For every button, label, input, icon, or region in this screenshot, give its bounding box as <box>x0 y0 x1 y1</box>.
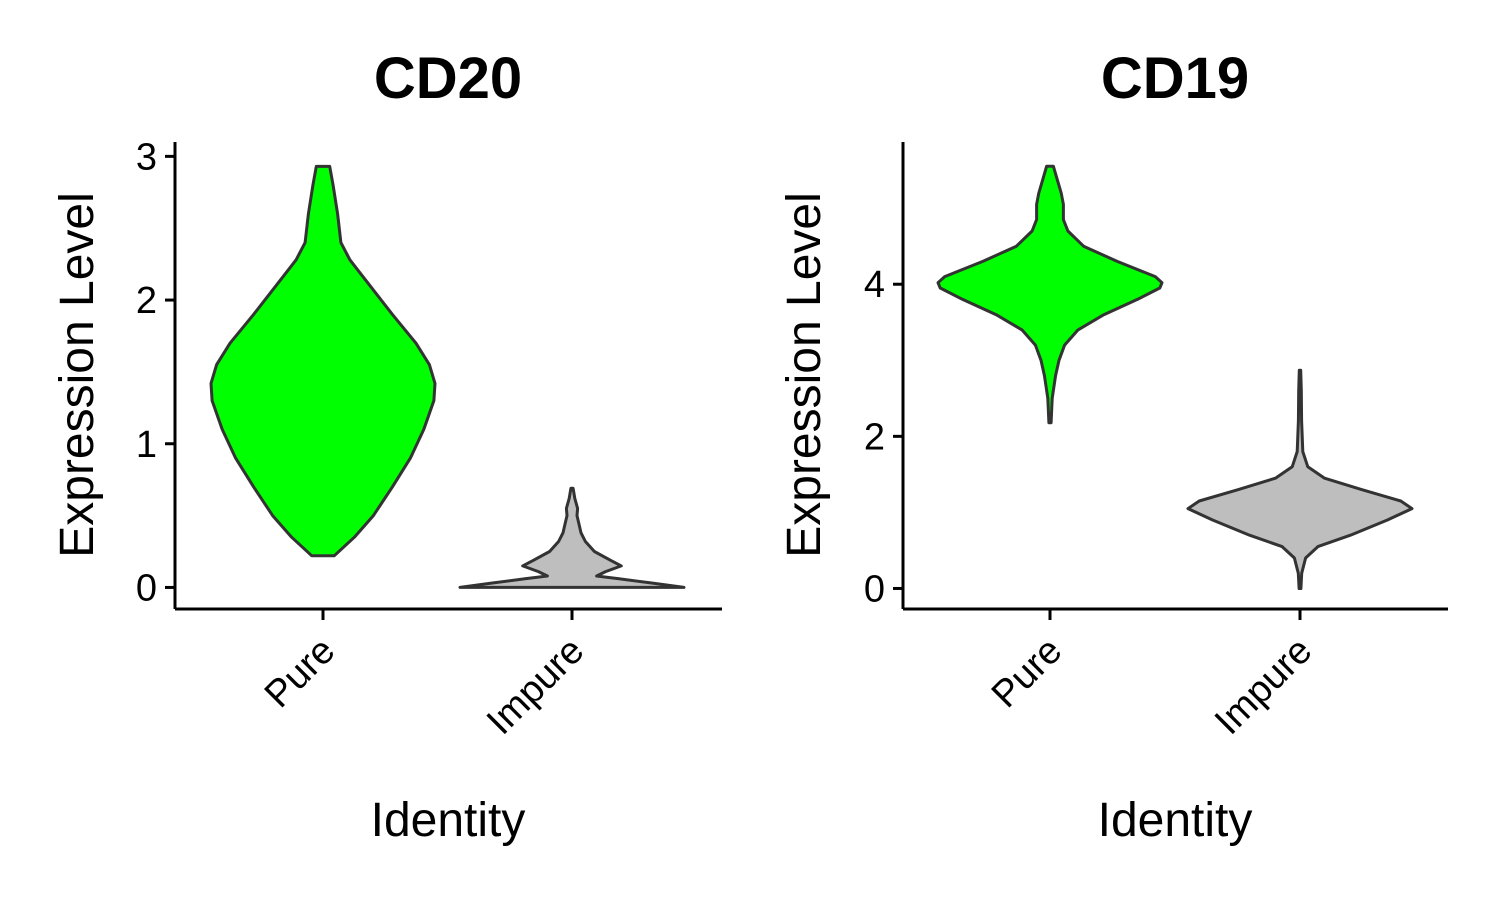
y-ticks-group: 0 1 2 3 <box>136 136 175 609</box>
chart-title: CD19 <box>1101 46 1249 111</box>
violin-pure <box>209 164 437 558</box>
y-axis-label: Expression Level <box>51 192 104 558</box>
x-axis-label: Identity <box>371 794 526 847</box>
violin-impure <box>458 486 686 589</box>
x-axis-label: Identity <box>1098 794 1253 847</box>
y-tick-label: 2 <box>864 416 885 458</box>
violin-impure <box>1186 368 1414 590</box>
y-axis-label: Expression Level <box>778 192 831 558</box>
y-tick-label: 4 <box>864 264 885 306</box>
x-ticks-group: Pure Impure <box>984 609 1320 743</box>
y-tick-label: 0 <box>864 568 885 610</box>
x-tick-label: Pure <box>257 630 343 716</box>
x-tick-label: Impure <box>1207 630 1320 743</box>
y-tick-label: 1 <box>136 424 157 466</box>
panel-cd20: CD20 Expression Level Identity 0 1 2 3 Pure… <box>51 46 722 847</box>
violin-pure <box>936 164 1164 425</box>
violins-group <box>209 164 686 589</box>
panel-cd19: CD19 Expression Level Identity 0 2 4 Pure I… <box>778 46 1448 847</box>
violins-group <box>936 164 1414 590</box>
y-tick-label: 0 <box>136 567 157 609</box>
x-tick-label: Impure <box>479 630 592 743</box>
x-tick-label: Pure <box>984 630 1070 716</box>
chart-title: CD20 <box>374 46 522 111</box>
y-tick-label: 3 <box>136 136 157 178</box>
y-ticks-group: 0 2 4 <box>864 264 903 610</box>
y-tick-label: 2 <box>136 280 157 322</box>
x-ticks-group: Pure Impure <box>257 609 592 743</box>
